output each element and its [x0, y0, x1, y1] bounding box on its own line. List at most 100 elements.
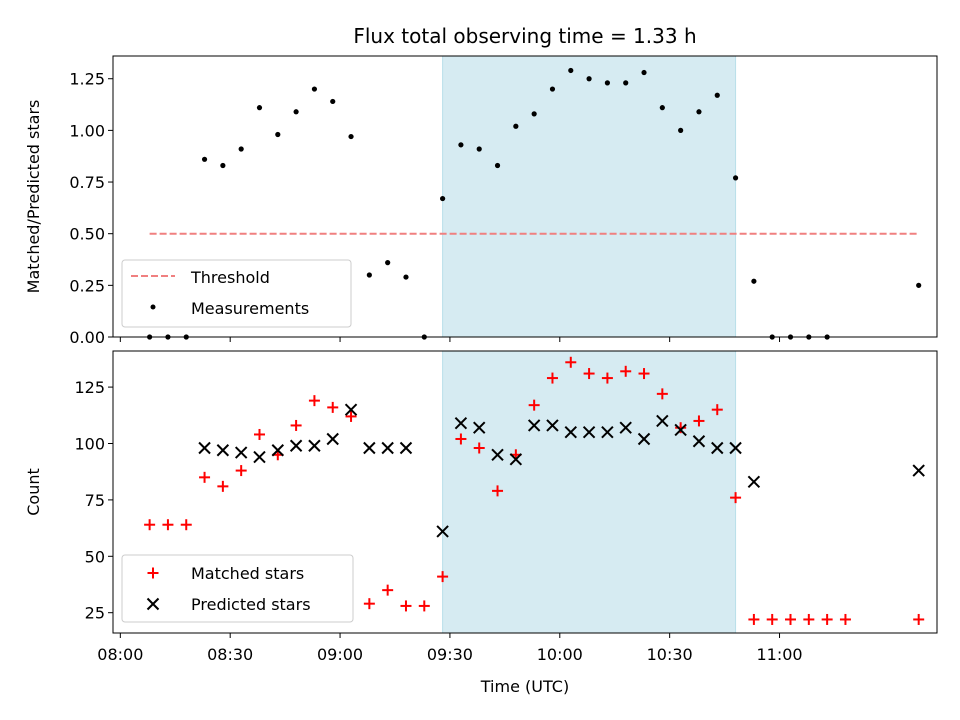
highlight-span	[442, 55, 737, 338]
legend-x-marker	[146, 597, 160, 611]
predicted-star-point	[381, 441, 394, 455]
measurement-point	[549, 86, 556, 92]
legend-matched-swatch	[147, 567, 159, 579]
measurement-point	[568, 67, 574, 74]
matched-star-point	[180, 519, 192, 531]
matched-star-point	[144, 519, 156, 531]
predicted-star-point	[509, 453, 523, 466]
matched-star-point	[199, 471, 211, 483]
matched-star-point	[748, 613, 760, 625]
matched-star-point	[656, 388, 668, 400]
measurement-point	[238, 146, 244, 152]
y-tick-label: 125	[74, 378, 105, 397]
matched-star-point	[565, 356, 577, 368]
predicted-star-point	[326, 432, 339, 446]
measurement-point	[311, 86, 318, 92]
matched-star-point	[620, 365, 632, 377]
x-tick-label: 08:30	[207, 645, 253, 664]
predicted-star-point	[527, 419, 541, 432]
measurement-point	[623, 80, 629, 86]
predicted-star-point	[363, 441, 376, 455]
measurement-point	[494, 162, 501, 169]
x-tick-label: 08:00	[97, 645, 143, 664]
measurement-point	[659, 105, 665, 111]
predicted-star-point	[637, 432, 651, 446]
measurement-point	[678, 127, 684, 133]
measurement-point	[385, 260, 391, 266]
matched-star-point	[437, 571, 449, 583]
matched-star-point	[583, 368, 595, 380]
predicted-star-point	[436, 525, 449, 538]
matched-star-point	[730, 492, 742, 504]
measurement-point	[641, 69, 647, 76]
matched-star-point	[400, 600, 412, 612]
matched-star-point	[785, 613, 797, 625]
x-axis-ticks-top	[119, 337, 781, 342]
matched-star-point	[803, 613, 815, 625]
matched-star-point	[473, 442, 485, 454]
legend-plus-marker	[147, 567, 159, 579]
predicted-star-point	[491, 448, 504, 461]
measurement-point	[256, 105, 263, 111]
y-tick-label: 0.75	[69, 173, 105, 192]
predicted-star-point	[253, 450, 266, 464]
matched-star-point	[546, 372, 558, 384]
legend-matched-label: Matched stars	[191, 564, 304, 583]
x-axis-ticks-bottom: 08:00 08:30 09:00 09:30 10:00 10:30 11:00	[97, 633, 803, 664]
matched-star-point	[839, 613, 851, 625]
predicted-star-point	[619, 421, 632, 434]
predicted-stars-series	[198, 403, 925, 538]
legend-measurements-label: Measurements	[191, 299, 309, 318]
plot-frame-bottom	[112, 350, 938, 634]
legend-bottom: Matched stars Predicted stars	[121, 554, 354, 623]
matched-star-point	[363, 598, 375, 610]
measurement-point	[916, 282, 922, 288]
y-tick-label: 25	[85, 604, 105, 623]
predicted-star-point	[656, 414, 669, 428]
count-panel: 25 50 75 100 125 08:00 08:30 09:00 09:30 10:00 10…	[24, 350, 938, 696]
measurement-point	[476, 146, 482, 152]
highlight-span-top	[442, 55, 737, 338]
y-tick-label: 1.25	[69, 70, 105, 89]
measurement-point	[366, 272, 372, 278]
matched-star-point	[345, 410, 357, 422]
matched-star-point	[382, 584, 394, 596]
x-axis-label: Time (UTC)	[480, 677, 569, 696]
measurement-point	[275, 131, 281, 138]
measurements-series	[147, 67, 922, 340]
y-tick-label: 100	[74, 434, 105, 453]
measurement-point	[330, 98, 336, 105]
x-tick-label: 11:00	[756, 645, 802, 664]
legend-predicted-swatch	[146, 597, 160, 611]
predicted-star-point	[234, 446, 248, 459]
predicted-star-point	[344, 403, 358, 416]
matched-star-point	[235, 465, 247, 477]
predicted-star-point	[674, 423, 687, 437]
legend-box-bottom	[121, 554, 354, 623]
y-axis-label-bottom: Count	[24, 468, 43, 516]
predicted-star-point	[747, 475, 761, 489]
matched-star-point	[327, 401, 339, 413]
y-tick-label: 0.00	[69, 328, 105, 347]
y-axis-ticks-top: 0.00 0.25 0.50 0.75 1.00 1.25	[69, 70, 113, 347]
predicted-star-point	[454, 416, 468, 430]
predicted-star-point	[692, 435, 706, 448]
highlight-span	[442, 350, 737, 634]
matched-star-point	[711, 404, 723, 416]
matched-star-point	[638, 368, 650, 380]
measurement-point	[732, 175, 739, 181]
predicted-star-point	[546, 419, 559, 432]
measurement-point	[714, 92, 720, 98]
y-tick-label: 0.25	[69, 276, 105, 295]
y-tick-label: 0.50	[69, 225, 105, 244]
matched-star-point	[693, 415, 705, 427]
predicted-star-point	[582, 426, 596, 439]
measurement-point	[201, 156, 208, 162]
predicted-star-point	[198, 441, 211, 455]
ratio-panel: 0.00 0.25 0.50 0.75 1.00 1.25 Flux total obse…	[24, 24, 938, 347]
measurement-point	[458, 142, 464, 148]
predicted-star-point	[912, 464, 925, 477]
matched-star-point	[290, 419, 302, 431]
y-tick-label: 75	[85, 491, 105, 510]
